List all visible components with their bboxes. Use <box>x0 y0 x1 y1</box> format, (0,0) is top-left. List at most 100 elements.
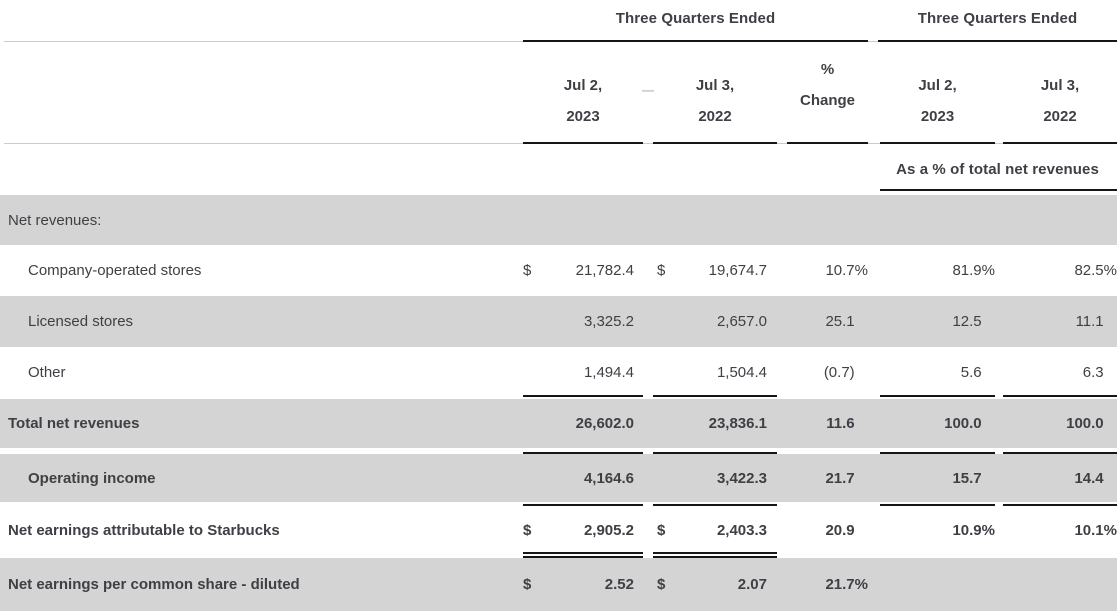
rule-dark <box>880 142 995 144</box>
value-pct-of-revenues-2023: 12.5% <box>880 296 995 347</box>
table-row: Net revenues: <box>0 195 1117 245</box>
value-pct-of-revenues-2022: 14.4% <box>1003 454 1117 502</box>
rule-dark <box>653 452 777 454</box>
rule-dark <box>1003 452 1117 454</box>
value-pct-change-percent-sign: % <box>854 262 868 279</box>
row-label: Net earnings per common share - diluted <box>8 576 300 593</box>
value-pct-change: 21.7% <box>787 558 868 611</box>
value-pct-change: 21.7% <box>787 454 868 502</box>
rule-dark <box>523 452 643 454</box>
right-subheader: As a % of total net revenues <box>896 160 1099 178</box>
rule-double <box>653 552 777 558</box>
table-row: Net earnings per common share - diluted $… <box>0 558 1117 611</box>
dollar-sign: $ <box>657 521 666 539</box>
value-pct-of-revenues-2022: 6.3% <box>1003 347 1117 397</box>
value-jul2-2023: 2,905.2 <box>583 521 634 539</box>
left-group-title: Three Quarters Ended <box>615 9 776 27</box>
rule-double <box>523 552 643 558</box>
value-jul2-2023: 2.52 <box>604 576 634 593</box>
value-pct-of-revenues-2022-number: 11.1 <box>1075 313 1104 330</box>
dollar-sign: $ <box>523 521 532 539</box>
column-header-jul2-2023-pct: Jul 2, 2023 <box>880 58 995 144</box>
column-header-jul3-2022: Jul 3, 2022 <box>653 58 777 144</box>
row-label: Net earnings attributable to Starbucks <box>8 521 280 539</box>
value-pct-of-revenues-2023-percent-sign: % <box>981 262 995 279</box>
column-header-line: 2023 <box>920 108 955 125</box>
column-header-jul3-2022-pct: Jul 3, 2022 <box>1003 58 1117 144</box>
column-header-line: Change <box>799 92 855 109</box>
value-jul2-2023: 21,782.4 <box>575 262 634 279</box>
value-pct-of-revenues-2022-number: 10.1 <box>1074 521 1104 539</box>
value-pct-of-revenues-2022: 10.1% <box>1003 502 1117 558</box>
rule-dark <box>880 395 995 397</box>
rule-dark <box>653 395 777 397</box>
rule-dark <box>1003 504 1117 506</box>
table-row: Net earnings attributable to Starbucks $2… <box>0 502 1117 558</box>
value-jul2-2023: 3,325.2 <box>583 313 634 330</box>
row-label: Licensed stores <box>28 313 134 330</box>
rule-dark <box>523 504 643 506</box>
value-pct-change-number: 21.7 <box>825 469 855 487</box>
column-header-pct-change: % Change <box>787 42 868 128</box>
value-pct-change-percent-sign: % <box>854 576 868 593</box>
value-pct-of-revenues-2022-number: 14.4 <box>1074 469 1104 487</box>
value-pct-of-revenues-2023: 15.7% <box>880 454 995 502</box>
value-pct-of-revenues-2023: 10.9% <box>880 502 995 558</box>
value-pct-of-revenues-2023: 100.0% <box>880 399 995 448</box>
rule-dark <box>653 504 777 506</box>
value-pct-of-revenues-2022: 100.0% <box>1003 399 1117 448</box>
rule-dark <box>880 452 995 454</box>
column-header-line: % <box>820 61 835 78</box>
value-pct-of-revenues-2023-percent-sign: % <box>981 521 995 539</box>
value-pct-of-revenues-2023-number: 15.7 <box>952 469 982 487</box>
rule-dark <box>1003 142 1117 144</box>
column-header-line: Jul 3, <box>695 77 735 94</box>
value-pct-of-revenues-2023-number: 12.5 <box>952 313 982 330</box>
value-jul2-2023: 4,164.6 <box>583 469 634 487</box>
value-jul2-2023: 1,494.4 <box>583 363 634 381</box>
value-pct-change: 20.9% <box>787 502 868 558</box>
value-pct-of-revenues-2023-number: 10.9 <box>952 521 982 539</box>
value-pct-change-number: 11.6 <box>826 415 855 432</box>
dollar-sign: $ <box>523 576 532 593</box>
rule-dark <box>1003 395 1117 397</box>
rule-dark <box>523 142 643 144</box>
value-pct-of-revenues-2022-number: 100.0 <box>1066 415 1104 432</box>
dollar-sign: $ <box>657 262 666 279</box>
rule-dark <box>653 142 777 144</box>
value-pct-of-revenues-2023: 5.6% <box>880 347 995 397</box>
value-pct-change-number: 25.1 <box>825 313 855 330</box>
value-pct-of-revenues-2023-number: 100.0 <box>944 415 982 432</box>
value-pct-of-revenues-2023: 81.9% <box>880 245 995 296</box>
value-jul3-2022: 3,422.3 <box>716 469 767 487</box>
value-pct-change: 11.6% <box>787 399 868 448</box>
column-header-jul2-2023: Jul 2, 2023 <box>523 58 643 144</box>
column-header-line: Jul 3, <box>1040 77 1080 94</box>
rule-dark <box>880 189 1117 191</box>
value-pct-of-revenues-2022: 11.1% <box>1003 296 1117 347</box>
table-row: Other 1,494.4 1,504.4 (0.7)%5.6%6.3% <box>0 347 1117 397</box>
column-header-line: Jul 2, <box>918 77 957 94</box>
column-header-line: Jul 2, <box>563 77 603 94</box>
value-pct-of-revenues-2023-number: 81.9 <box>952 262 982 279</box>
value-pct-change-number: 10.7 <box>825 262 855 279</box>
value-pct-change-number: (0.7) <box>823 363 855 381</box>
value-jul2-2023: 26,602.0 <box>575 415 634 432</box>
value-pct-change: 10.7% <box>787 245 868 296</box>
column-separator-dash: — <box>642 83 654 97</box>
value-pct-of-revenues-2022-percent-sign: % <box>1103 262 1117 279</box>
row-label: Other <box>28 363 66 381</box>
value-pct-of-revenues-2022-number: 6.3 <box>1082 363 1104 381</box>
rule-dark <box>880 504 995 506</box>
column-header-line: 2022 <box>698 108 732 125</box>
value-pct-of-revenues-2022-number: 82.5 <box>1074 262 1104 279</box>
rule-dark <box>878 40 1117 42</box>
value-jul3-2022: 2,403.3 <box>716 521 767 539</box>
dollar-sign: $ <box>657 576 666 593</box>
value-pct-change: (0.7)% <box>787 347 868 397</box>
value-jul3-2022: 1,504.4 <box>716 363 767 381</box>
value-pct-of-revenues-2023-number: 5.6 <box>960 363 982 381</box>
row-label: Company-operated stores <box>28 262 202 279</box>
column-header-line: 2023 <box>566 108 600 125</box>
